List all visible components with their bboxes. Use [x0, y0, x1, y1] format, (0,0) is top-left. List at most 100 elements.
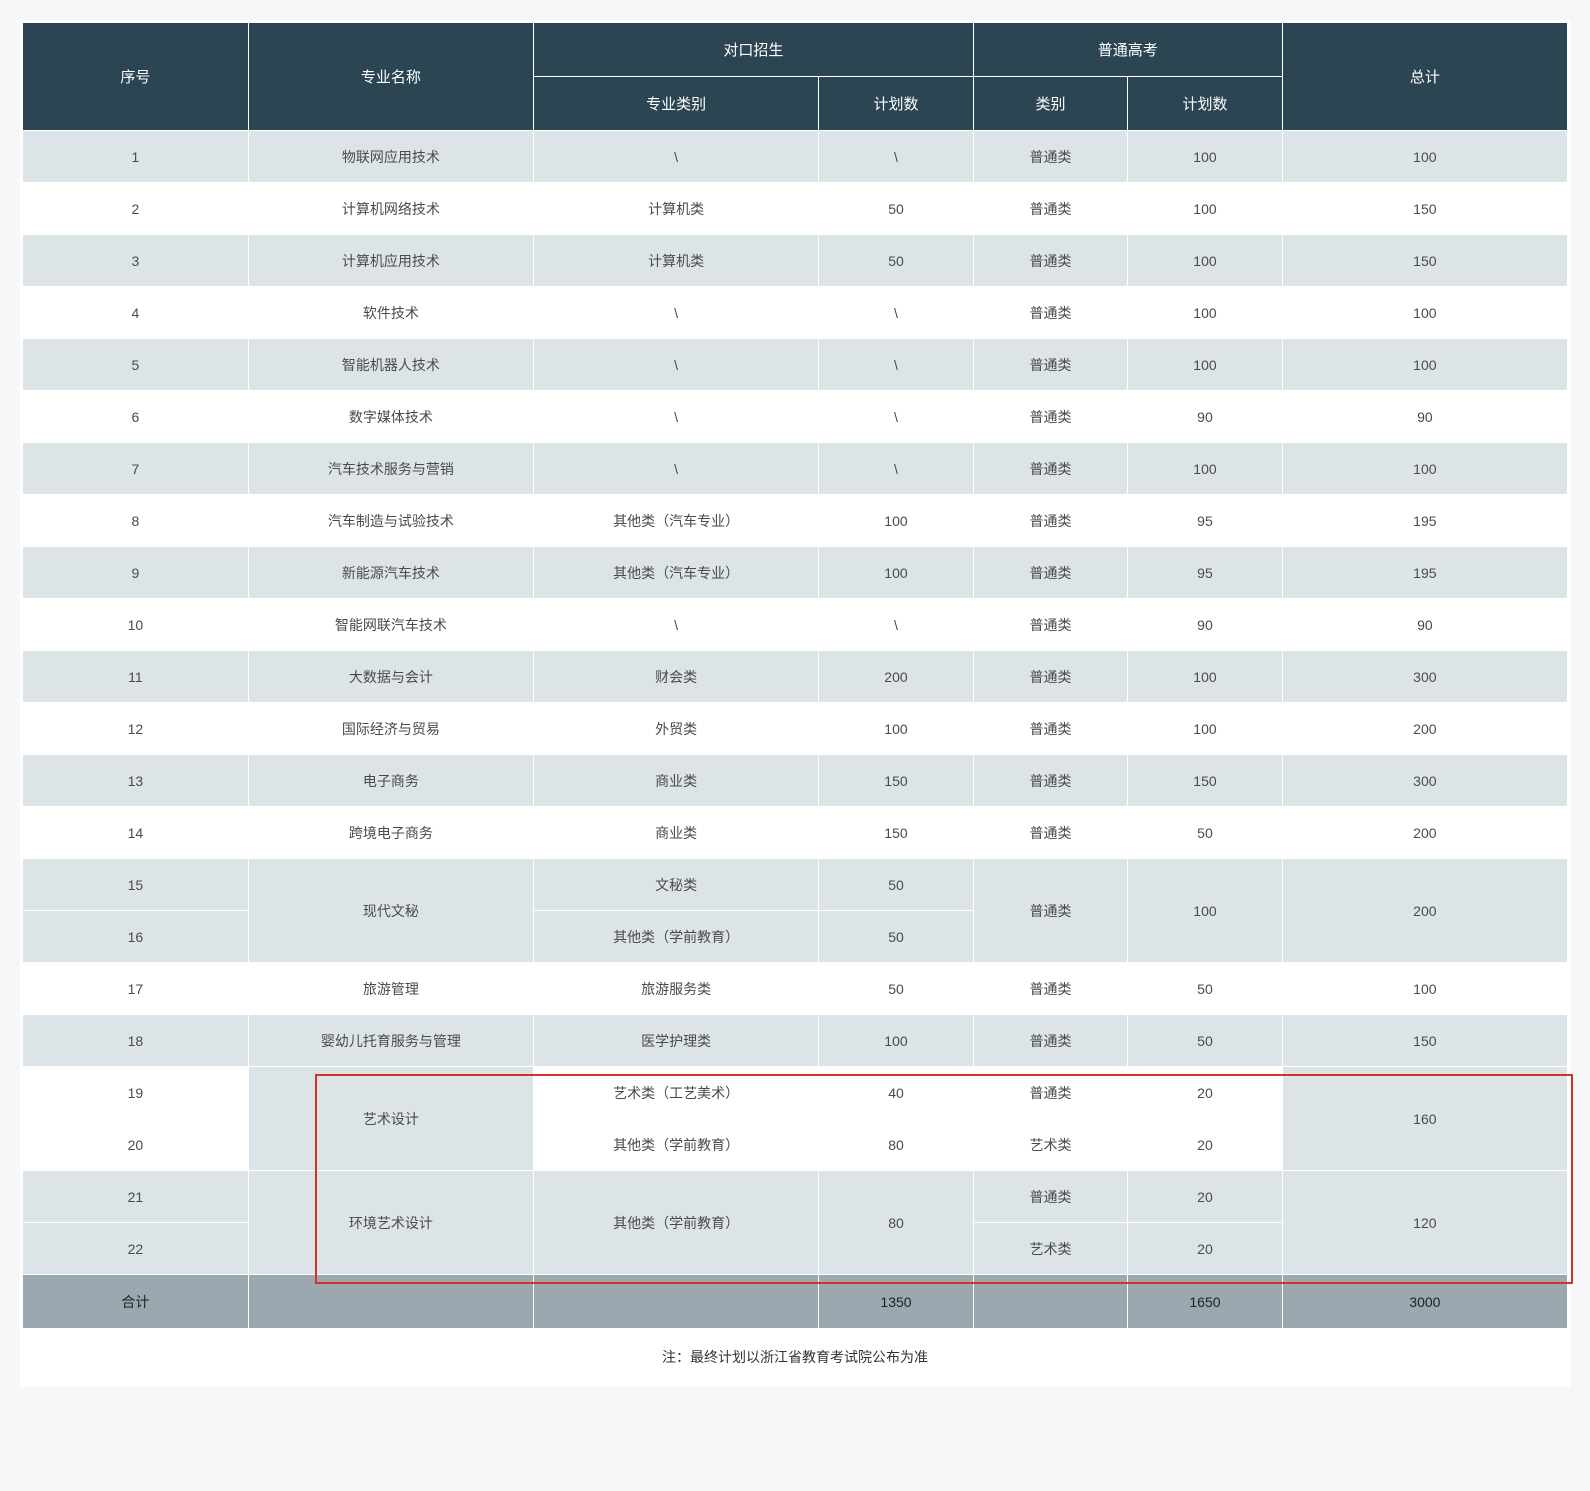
cell-total: 120	[1282, 1171, 1567, 1275]
header-cat2: 类别	[973, 77, 1127, 131]
cell-total: 300	[1282, 755, 1567, 807]
cell-seq: 1	[23, 131, 249, 183]
cell-seq: 22	[23, 1223, 249, 1275]
cell-plan2: 100	[1128, 287, 1283, 339]
cell-major: 数字媒体技术	[248, 391, 533, 443]
cell-cat2: 普通类	[973, 339, 1127, 391]
header-major: 专业名称	[248, 23, 533, 131]
table-row: 14跨境电子商务商业类150普通类50200	[23, 807, 1568, 859]
cell-plan1: 50	[819, 911, 974, 963]
cell-seq: 5	[23, 339, 249, 391]
cell-plan1: \	[819, 287, 974, 339]
note-row: 注：最终计划以浙江省教育考试院公布为准	[23, 1329, 1568, 1385]
cell-seq: 12	[23, 703, 249, 755]
table-row: 6数字媒体技术\\普通类9090	[23, 391, 1568, 443]
cell-cat2: 普通类	[973, 287, 1127, 339]
totals-plan2: 1650	[1128, 1275, 1283, 1329]
table-row: 19 艺术设计 艺术类（工艺美术） 40 普通类 20 160	[23, 1067, 1568, 1119]
cell-cat2: 普通类	[973, 391, 1127, 443]
cell-total: 195	[1282, 547, 1567, 599]
cell-cat1: \	[534, 287, 819, 339]
cell-plan1: 150	[819, 807, 974, 859]
cell-major: 环境艺术设计	[248, 1171, 533, 1275]
cell-plan1: 50	[819, 859, 974, 911]
table-row: 7汽车技术服务与营销\\普通类100100	[23, 443, 1568, 495]
table-body: 1物联网应用技术\\普通类1001002计算机网络技术计算机类50普通类1001…	[23, 131, 1568, 859]
cell-major: 新能源汽车技术	[248, 547, 533, 599]
cell-cat1: 其他类（汽车专业）	[534, 547, 819, 599]
cell-cat2: 艺术类	[973, 1223, 1127, 1275]
table-row: 10智能网联汽车技术\\普通类9090	[23, 599, 1568, 651]
cell-seq: 20	[23, 1119, 249, 1171]
cell-plan2: 90	[1128, 391, 1283, 443]
table-row: 2计算机网络技术计算机类50普通类100150	[23, 183, 1568, 235]
header-total: 总计	[1282, 23, 1567, 131]
cell-total: 195	[1282, 495, 1567, 547]
cell-major: 大数据与会计	[248, 651, 533, 703]
cell-major: 电子商务	[248, 755, 533, 807]
cell-plan2: 20	[1128, 1223, 1283, 1275]
note-text: 注：最终计划以浙江省教育考试院公布为准	[23, 1329, 1568, 1385]
cell-cat1: \	[534, 131, 819, 183]
table-row: 17 旅游管理 旅游服务类 50 普通类 50 100	[23, 963, 1568, 1015]
cell-cat1: 其他类（学前教育）	[534, 1171, 819, 1275]
cell-cat2: 普通类	[973, 807, 1127, 859]
cell-plan2: 100	[1128, 651, 1283, 703]
table-row: 11大数据与会计财会类200普通类100300	[23, 651, 1568, 703]
cell-seq: 6	[23, 391, 249, 443]
header-seq: 序号	[23, 23, 249, 131]
table-row: 21 环境艺术设计 其他类（学前教育） 80 普通类 20 120	[23, 1171, 1568, 1223]
table-row: 4软件技术\\普通类100100	[23, 287, 1568, 339]
cell-plan2: 50	[1128, 963, 1283, 1015]
enrollment-table: 序号 专业名称 对口招生 普通高考 总计 专业类别 计划数 类别 计划数 1物联…	[22, 22, 1568, 1385]
cell-plan2: 100	[1128, 183, 1283, 235]
cell-cat2: 普通类	[973, 599, 1127, 651]
cell-plan1: 100	[819, 547, 974, 599]
cell-cat1: 旅游服务类	[534, 963, 819, 1015]
cell-cat1: 外贸类	[534, 703, 819, 755]
cell-cat1: 计算机类	[534, 183, 819, 235]
cell-cat2: 普通类	[973, 547, 1127, 599]
header-plan2: 计划数	[1128, 77, 1283, 131]
cell-seq: 17	[23, 963, 249, 1015]
totals-plan1: 1350	[819, 1275, 974, 1329]
cell-seq: 15	[23, 859, 249, 911]
cell-cat1: 医学护理类	[534, 1015, 819, 1067]
cell-plan1: 50	[819, 963, 974, 1015]
header-cat1: 专业类别	[534, 77, 819, 131]
cell-plan2: 100	[1128, 339, 1283, 391]
cell-major: 软件技术	[248, 287, 533, 339]
cell-cat2: 普通类	[973, 963, 1127, 1015]
cell-plan2: 95	[1128, 547, 1283, 599]
cell-plan1: \	[819, 443, 974, 495]
cell-plan1: 100	[819, 1015, 974, 1067]
cell-total: 90	[1282, 391, 1567, 443]
cell-major: 计算机应用技术	[248, 235, 533, 287]
cell-plan1: \	[819, 339, 974, 391]
cell-cat2: 普通类	[973, 703, 1127, 755]
cell-plan1: \	[819, 131, 974, 183]
cell-cat1: \	[534, 443, 819, 495]
cell-cat2: 普通类	[973, 1067, 1127, 1119]
cell-cat1: 其他类（汽车专业）	[534, 495, 819, 547]
header-group2: 普通高考	[973, 23, 1282, 77]
cell-cat2: 普通类	[973, 183, 1127, 235]
cell-total: 200	[1282, 703, 1567, 755]
cell-cat2: 普通类	[973, 131, 1127, 183]
table-row: 9新能源汽车技术其他类（汽车专业）100普通类95195	[23, 547, 1568, 599]
totals-empty	[534, 1275, 819, 1329]
cell-cat1: \	[534, 339, 819, 391]
cell-plan1: 50	[819, 183, 974, 235]
cell-seq: 19	[23, 1067, 249, 1119]
cell-cat2: 普通类	[973, 1015, 1127, 1067]
cell-seq: 8	[23, 495, 249, 547]
cell-plan1: \	[819, 391, 974, 443]
cell-seq: 11	[23, 651, 249, 703]
cell-plan2: 150	[1128, 755, 1283, 807]
cell-cat1: 财会类	[534, 651, 819, 703]
cell-major: 现代文秘	[248, 859, 533, 963]
cell-cat1: 商业类	[534, 755, 819, 807]
cell-plan2: 50	[1128, 807, 1283, 859]
totals-label: 合计	[23, 1275, 249, 1329]
cell-major: 国际经济与贸易	[248, 703, 533, 755]
